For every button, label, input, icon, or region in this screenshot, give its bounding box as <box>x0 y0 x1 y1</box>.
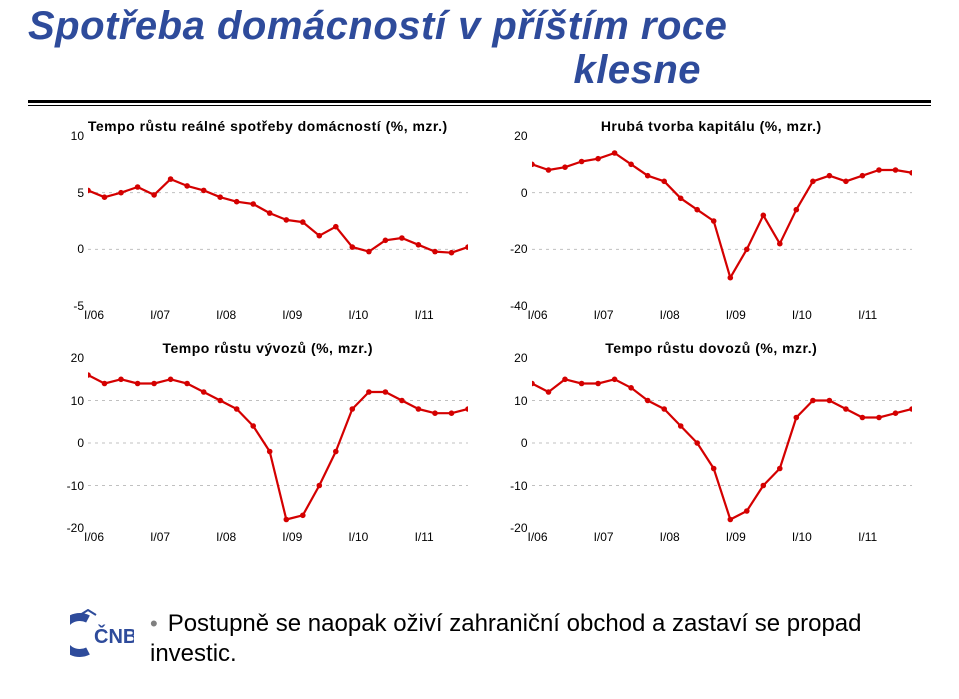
xtick-label: I/09 <box>282 308 302 322</box>
ytick-label: 10 <box>71 129 84 143</box>
ytick-label: -20 <box>510 521 527 535</box>
chart-plot: -40-20020 <box>532 136 912 306</box>
xtick-label: I/06 <box>84 308 104 322</box>
ytick-label: 0 <box>77 436 84 450</box>
chart-title: Hrubá tvorba kapitálu (%, mzr.) <box>504 118 920 134</box>
xtick-label: I/10 <box>348 530 368 544</box>
chart-capital: Hrubá tvorba kapitálu (%, mzr.)-40-20020… <box>504 118 920 324</box>
xtick-label: I/07 <box>594 530 614 544</box>
bullet-line: •Postupně se naopak oživí zahraniční obc… <box>134 609 919 669</box>
xtick-label: I/07 <box>594 308 614 322</box>
ytick-label: 10 <box>71 394 84 408</box>
x-axis-labels: I/06I/07I/08I/09I/10I/11 <box>88 528 468 546</box>
bullet-text: Postupně se naopak oživí zahraniční obch… <box>150 610 862 667</box>
xtick-label: I/09 <box>726 308 746 322</box>
xtick-label: I/08 <box>660 308 680 322</box>
chart-consumption: Tempo růstu reálné spotřeby domácností (… <box>60 118 476 324</box>
xtick-label: I/11 <box>858 308 877 322</box>
ytick-label: -40 <box>510 299 527 313</box>
chart-plot: -50510 <box>88 136 468 306</box>
chart-export: Tempo růstu vývozů (%, mzr.)-20-1001020I… <box>60 340 476 546</box>
ytick-label: 5 <box>77 186 84 200</box>
charts-grid: Tempo růstu reálné spotřeby domácností (… <box>60 118 919 546</box>
svg-text:ČNB: ČNB <box>94 624 134 648</box>
xtick-label: I/10 <box>792 530 812 544</box>
xtick-label: I/07 <box>150 308 170 322</box>
title-line2: klesne <box>28 48 931 92</box>
cnb-logo: ČNB <box>70 609 134 657</box>
title-underline <box>28 100 931 106</box>
xtick-label: I/06 <box>527 308 547 322</box>
chart-import: Tempo růstu dovozů (%, mzr.)-20-1001020I… <box>504 340 920 546</box>
chart-title: Tempo růstu reálné spotřeby domácností (… <box>60 118 476 134</box>
ytick-label: 0 <box>521 186 528 200</box>
x-axis-labels: I/06I/07I/08I/09I/10I/11 <box>532 306 912 324</box>
chart-plot: -20-1001020 <box>532 358 912 528</box>
xtick-label: I/09 <box>726 530 746 544</box>
ytick-label: -20 <box>67 521 84 535</box>
xtick-label: I/08 <box>216 308 236 322</box>
xtick-label: I/11 <box>415 530 434 544</box>
ytick-label: -10 <box>510 479 527 493</box>
xtick-label: I/08 <box>216 530 236 544</box>
chart-plot: -20-1001020 <box>88 358 468 528</box>
ytick-label: 20 <box>514 129 527 143</box>
footer-row: ČNB •Postupně se naopak oživí zahraniční… <box>70 609 919 669</box>
ytick-label: 20 <box>514 351 527 365</box>
ytick-label: -5 <box>73 299 84 313</box>
chart-title: Tempo růstu dovozů (%, mzr.) <box>504 340 920 356</box>
ytick-label: 10 <box>514 394 527 408</box>
bullet-dot-icon: • <box>150 611 168 636</box>
xtick-label: I/10 <box>348 308 368 322</box>
ytick-label: -10 <box>67 479 84 493</box>
title-line1: Spotřeba domácností v příštím roce <box>28 4 727 48</box>
ytick-label: 0 <box>521 436 528 450</box>
slide-title: Spotřeba domácností v příštím roce klesn… <box>28 4 931 92</box>
x-axis-labels: I/06I/07I/08I/09I/10I/11 <box>88 306 468 324</box>
xtick-label: I/11 <box>415 308 434 322</box>
ytick-label: 0 <box>77 242 84 256</box>
xtick-label: I/07 <box>150 530 170 544</box>
xtick-label: I/09 <box>282 530 302 544</box>
slide-title-block: Spotřeba domácností v příštím roce klesn… <box>28 4 931 92</box>
xtick-label: I/11 <box>858 530 877 544</box>
ytick-label: 20 <box>71 351 84 365</box>
xtick-label: I/10 <box>792 308 812 322</box>
x-axis-labels: I/06I/07I/08I/09I/10I/11 <box>532 528 912 546</box>
xtick-label: I/06 <box>84 530 104 544</box>
xtick-label: I/06 <box>527 530 547 544</box>
chart-title: Tempo růstu vývozů (%, mzr.) <box>60 340 476 356</box>
ytick-label: -20 <box>510 242 527 256</box>
xtick-label: I/08 <box>660 530 680 544</box>
